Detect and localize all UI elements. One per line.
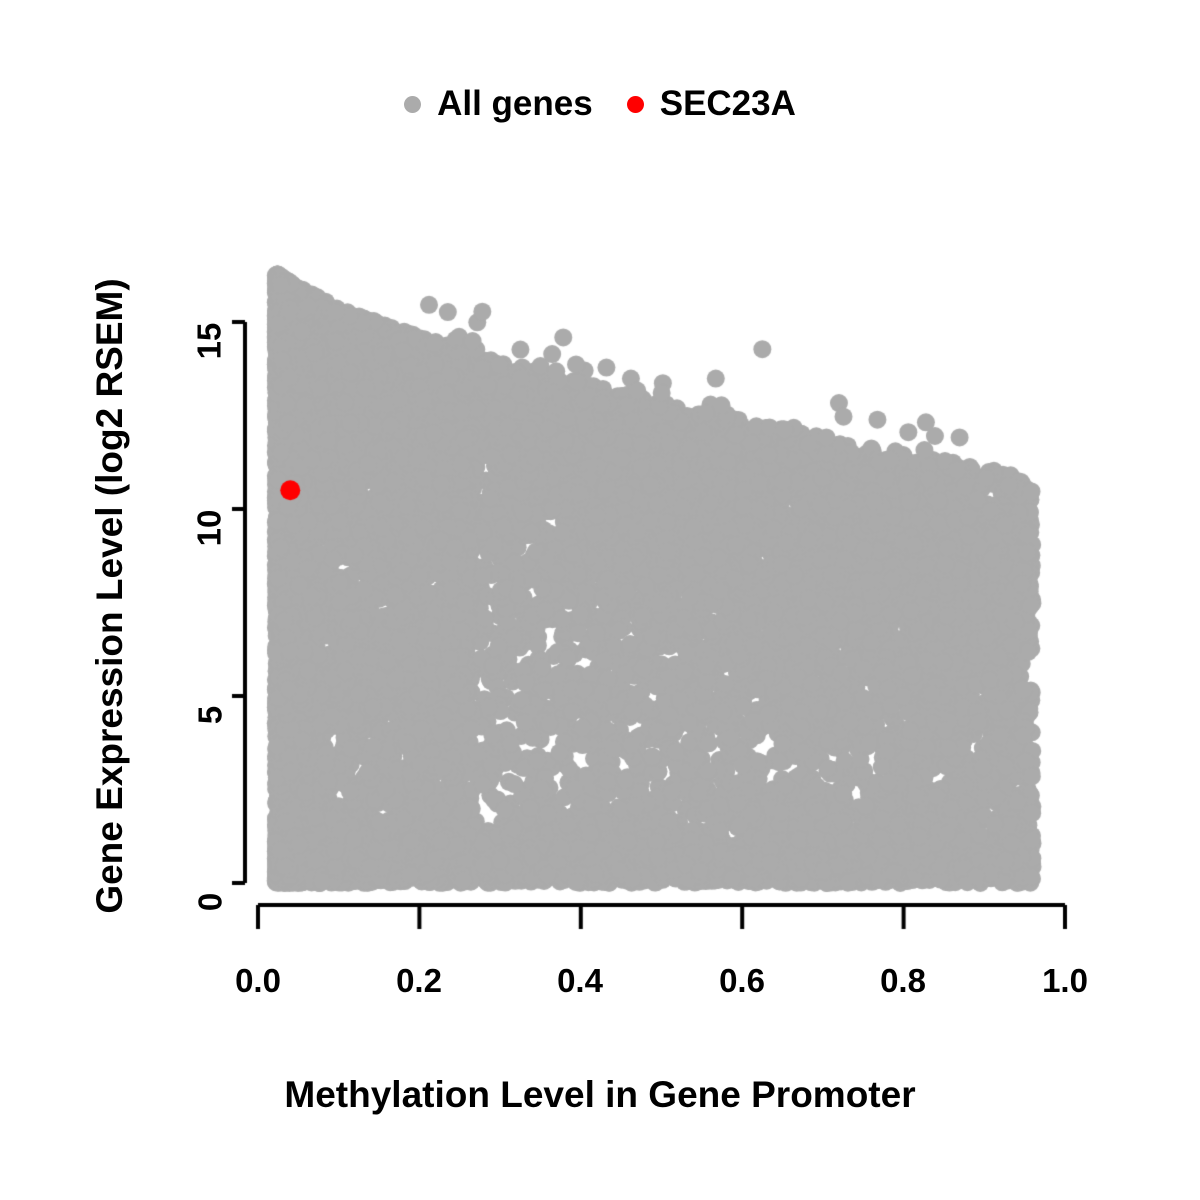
grey-dot-icon [404, 95, 422, 113]
legend: All genes SEC23A [0, 84, 1200, 124]
x-tick-label: 0.2 [396, 962, 442, 999]
red-dot-icon [626, 95, 644, 113]
x-tick-label: 0.8 [880, 962, 926, 999]
x-tick-label: 0.4 [557, 962, 603, 999]
legend-entry-sec23a: SEC23A [626, 84, 796, 124]
y-tick-label: 15 [191, 322, 228, 360]
x-axis-label: Methylation Level in Gene Promoter [284, 1074, 916, 1115]
x-tick-label: 0.0 [235, 962, 281, 999]
y-tick-label: 5 [191, 705, 228, 725]
x-tick-label: 0.6 [719, 962, 765, 999]
y-axis-label: Gene Expression Level (log2 RSEM) [89, 278, 130, 914]
legend-label-all-genes: All genes [437, 84, 593, 123]
y-tick-label: 10 [191, 509, 228, 547]
legend-entry-all-genes: All genes [404, 84, 593, 124]
legend-label-sec23a: SEC23A [659, 84, 796, 123]
y-tick-label: 0 [191, 892, 228, 912]
x-tick-label: 1.0 [1042, 962, 1088, 999]
